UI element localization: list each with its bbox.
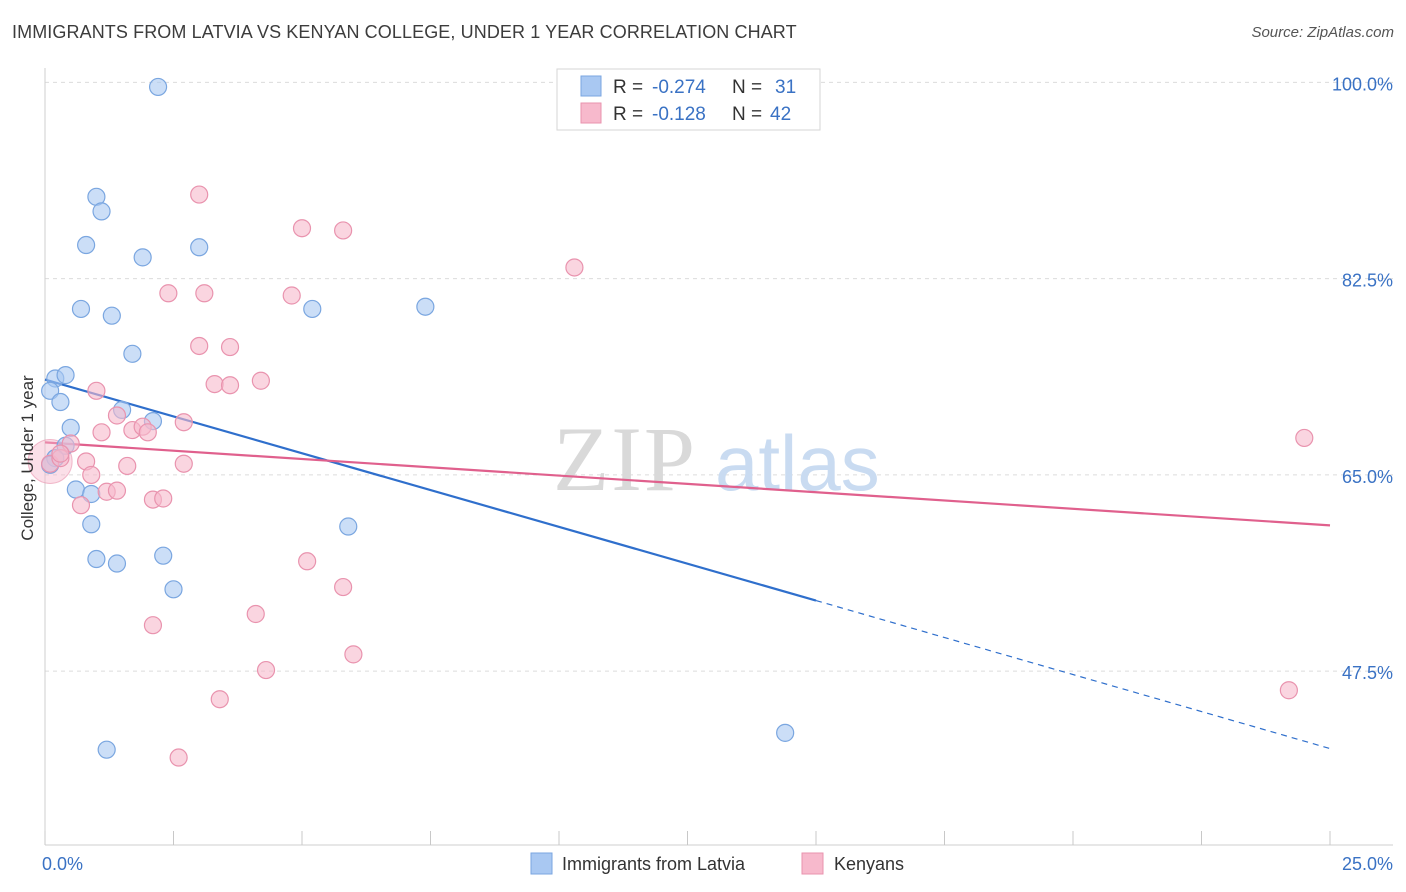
legend-n-value-kenyans: 42 (770, 104, 791, 125)
watermark: ZIP atlas (553, 408, 880, 510)
point-kenyans (282, 286, 301, 305)
point-latvia (416, 297, 435, 316)
point-kenyans (292, 219, 312, 238)
point-kenyans (118, 456, 137, 476)
point-latvia (133, 248, 152, 267)
watermark-zip: ZIP (553, 408, 697, 510)
point-kenyans (1295, 428, 1314, 448)
point-kenyans (246, 604, 265, 624)
point-latvia (66, 480, 85, 499)
point-kenyans (210, 690, 229, 709)
trend-line-latvia (44, 378, 817, 602)
point-kenyans (159, 284, 178, 303)
point-kenyans (107, 406, 127, 425)
point-latvia (87, 549, 106, 569)
point-kenyans (205, 374, 224, 394)
point-kenyans (87, 381, 106, 400)
point-latvia (123, 344, 142, 363)
legend-n-label-kenyans: N = (732, 104, 762, 125)
point-latvia (776, 723, 795, 742)
point-latvia (71, 299, 91, 319)
point-kenyans (174, 454, 193, 473)
point-kenyans (344, 645, 363, 664)
legend-r-value-latvia: -0.274 (652, 77, 706, 98)
point-latvia (51, 392, 70, 412)
y-tick-label: 65.0% (1342, 467, 1393, 487)
legend-n-label-latvia: N = (732, 77, 762, 98)
y-tick-label: 100.0% (1332, 74, 1393, 94)
point-latvia (102, 306, 121, 325)
data-points (27, 77, 1314, 767)
y-tick-label: 82.5% (1342, 271, 1393, 291)
point-kenyans (154, 489, 173, 508)
point-kenyans (138, 423, 157, 442)
point-latvia (164, 580, 183, 599)
legend-n-value-latvia: 31 (775, 77, 796, 98)
point-latvia (41, 381, 60, 400)
point-kenyans (251, 371, 270, 390)
point-kenyans (169, 748, 188, 767)
point-latvia (107, 554, 127, 573)
point-kenyans (298, 552, 317, 571)
point-latvia (148, 77, 168, 97)
y-axis-label: College, Under 1 year (18, 375, 37, 541)
x-tick-label: 0.0% (42, 854, 83, 874)
trend-line-kenyans (44, 441, 1331, 527)
point-latvia (82, 515, 101, 534)
point-kenyans (256, 660, 276, 680)
legend-r-label-kenyans: R = (613, 104, 643, 125)
bottom-legend: Immigrants from Latvia Kenyans (530, 852, 904, 875)
legend-r-label-latvia: R = (613, 77, 643, 98)
point-kenyans (220, 376, 240, 395)
point-kenyans (107, 481, 127, 500)
trend-lines (44, 378, 1331, 750)
source-credit: Source: ZipAtlas.com (1251, 24, 1394, 41)
legend-swatch-kenyans (580, 102, 602, 124)
bottom-legend-label-latvia: Immigrants from Latvia (562, 854, 746, 874)
trend-line-latvia-extension (815, 599, 1331, 750)
watermark-atlas: atlas (715, 419, 880, 507)
point-kenyans (51, 444, 70, 463)
point-latvia (92, 202, 111, 221)
bottom-legend-swatch-latvia (530, 852, 553, 875)
y-tick-label: 47.5% (1342, 663, 1393, 683)
tick-labels: 100.0% 82.5% 65.0% 47.5% 0.0% 25.0% (42, 74, 1393, 874)
point-kenyans (174, 413, 193, 432)
point-kenyans (143, 616, 163, 635)
point-latvia (56, 366, 75, 385)
point-kenyans (334, 577, 353, 597)
point-latvia (97, 740, 116, 759)
point-latvia (154, 546, 173, 565)
top-legend: R = -0.274 N = 31 R = -0.128 N = 42 (556, 68, 821, 131)
point-latvia (61, 418, 80, 437)
bottom-legend-label-kenyans: Kenyans (834, 854, 904, 874)
point-kenyans (334, 221, 353, 240)
point-latvia (339, 517, 358, 536)
point-kenyans (195, 284, 214, 303)
point-latvia (303, 299, 322, 319)
chart-title: IMMIGRANTS FROM LATVIA VS KENYAN COLLEGE… (12, 22, 797, 42)
point-kenyans (1279, 681, 1298, 700)
point-kenyans (565, 258, 584, 277)
point-kenyans (82, 465, 101, 485)
grid (45, 81, 1393, 672)
point-kenyans (220, 337, 240, 357)
point-kenyans (92, 423, 111, 442)
legend-swatch-latvia (580, 75, 602, 97)
legend-r-value-kenyans: -0.128 (652, 104, 706, 125)
point-kenyans (190, 336, 209, 356)
bottom-legend-swatch-kenyans (801, 852, 824, 875)
point-latvia (77, 235, 96, 255)
point-kenyans (71, 496, 91, 515)
point-kenyans (190, 185, 209, 204)
point-latvia (190, 238, 209, 257)
x-tick-label: 25.0% (1342, 854, 1393, 874)
